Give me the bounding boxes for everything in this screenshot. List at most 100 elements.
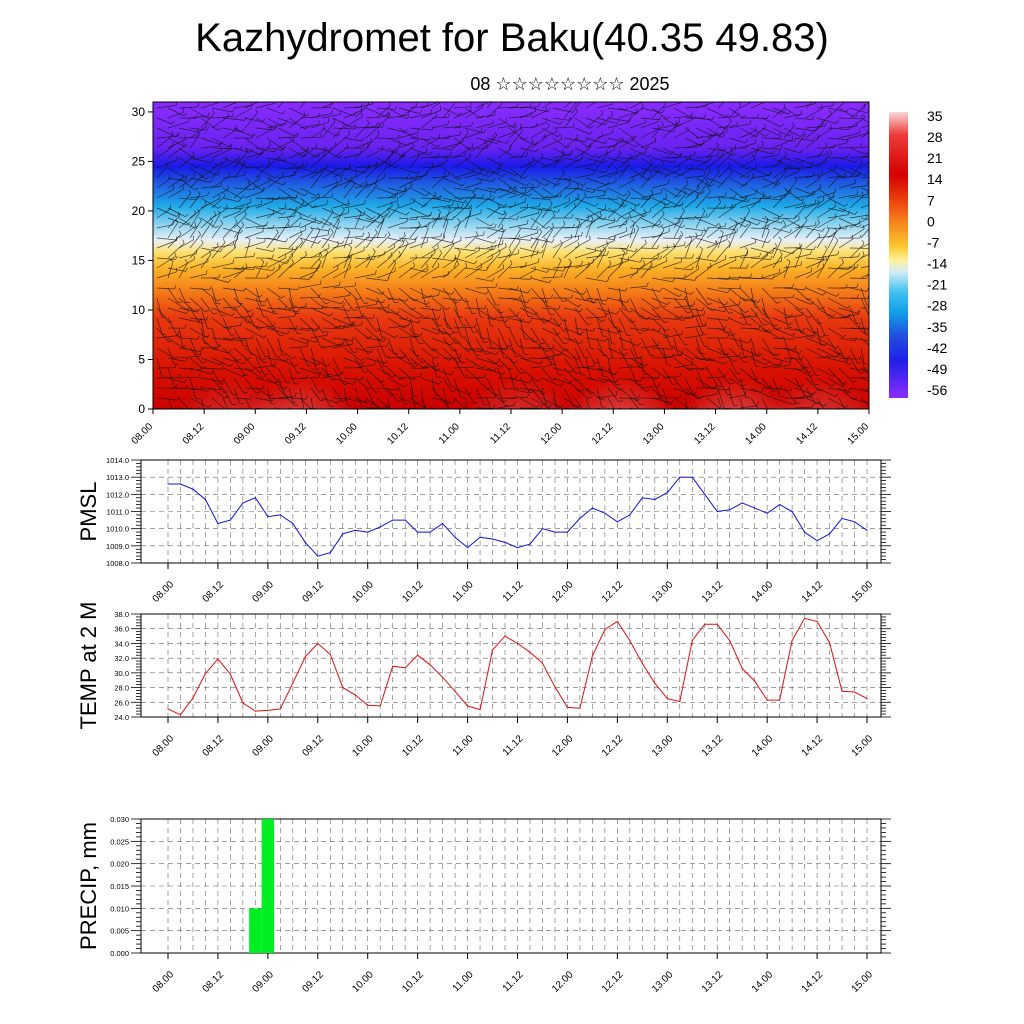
temp-data-point [179,714,182,716]
wind-barb [618,208,636,219]
wind-barb-flag [438,291,440,296]
wind-barb-flag [397,134,400,139]
wind-barb-flag [833,143,836,148]
wind-barb-flag [410,181,413,186]
wind-barb [431,147,452,150]
wind-barb-flag [504,348,509,351]
wind-barb [519,253,538,259]
wind-barb [541,337,556,356]
wind-barb-flag [631,219,635,223]
wind-barb-flag [174,407,177,409]
wind-barb-flag [856,263,859,269]
wind-barb-flag [227,185,229,190]
temp-data-point [404,667,406,669]
wind-barb [827,387,849,392]
wind-barb-flag [701,331,704,336]
wind-barb [838,175,860,179]
wind-barb-flag [762,414,766,415]
wind-barb [717,407,719,409]
wind-barb [244,327,264,339]
wind-barb [376,357,386,374]
wind-barb-flag [420,332,423,337]
temp-x-tick-label: 15.00 [850,733,876,759]
wind-barb-flag [417,319,421,324]
wind-barb [299,102,306,109]
wind-barb [772,227,790,233]
wind-barb [244,265,267,269]
temp-data-point [791,639,793,642]
pmsl-data-point [541,528,544,530]
wind-barb-flag [778,236,782,240]
wind-barb [728,177,745,187]
heatmap-x-tick-label: 14.12 [795,421,821,447]
wind-barb-flag [349,291,351,296]
wind-barb [563,317,570,340]
wind-barb [728,197,748,203]
wind-barb-flag [514,429,518,430]
wind-barb-flag [599,211,602,216]
wind-barbs [156,102,869,430]
pmsl-x-tick-label: 12.00 [550,579,576,605]
wind-barb-flag [340,370,343,375]
wind-barb-flag [305,162,308,167]
wind-barb-flag [572,123,575,128]
wind-barb [222,367,243,377]
wind-barb [717,277,739,280]
wind-barb-flag [577,304,582,307]
wind-barb [387,137,408,147]
wind-barb [750,187,769,199]
wind-barb [805,337,825,346]
wind-barb [244,377,257,394]
wind-barb [596,394,617,399]
temp-x-tick-label: 11.00 [451,733,476,758]
pmsl-data-point [841,517,843,520]
pmsl-y-tick-label: 1010.0 [106,525,129,534]
wind-barb-flag [793,345,797,350]
wind-barb [574,262,594,269]
wind-barb-flag [659,224,664,228]
wind-barb [431,327,451,336]
wind-barb [772,192,788,209]
wind-barb-flag [526,152,529,157]
colorbar-label: -35 [927,319,947,335]
wind-barb-flag [272,248,276,252]
wind-barb-flag [396,386,400,391]
wind-barb [277,167,299,170]
wind-barb-flag [539,207,543,212]
wind-barb-flag [474,260,478,265]
wind-barb-flag [789,321,793,325]
wind-barb [156,178,171,189]
pmsl-data-point [779,504,781,506]
wind-barb [772,269,788,279]
wind-barb-flag [551,222,555,227]
wind-barb [200,166,217,179]
wind-barb [838,357,860,360]
wind-barb-flag [799,149,803,154]
wind-barb [233,127,253,137]
wind-barb-flag [755,312,758,317]
wind-barb [321,327,344,330]
wind-barb [816,217,837,229]
wind-barb [288,147,304,158]
wind-barb-flag [646,389,650,392]
wind-barb [684,187,700,199]
pmsl-data-point [479,536,481,538]
heatmap-x-tick-label: 09.12 [283,421,309,447]
wind-barb-flag [187,221,191,226]
wind-barb [761,287,778,304]
wind-barb [299,146,318,159]
wind-barb-flag [616,422,620,423]
wind-barb [849,107,868,114]
wind-barb-flag [460,197,464,201]
wind-barb [431,357,438,377]
wind-barb-flag [375,122,378,127]
wind-barb [200,113,215,129]
wind-barb [464,172,481,179]
wind-barb [750,307,764,326]
wind-barb [618,107,637,114]
wind-barb [816,347,836,358]
wind-barb-flag [589,143,592,148]
wind-barb [453,251,461,269]
wind-barb-flag [271,254,274,259]
wind-barb-flag [661,210,665,215]
